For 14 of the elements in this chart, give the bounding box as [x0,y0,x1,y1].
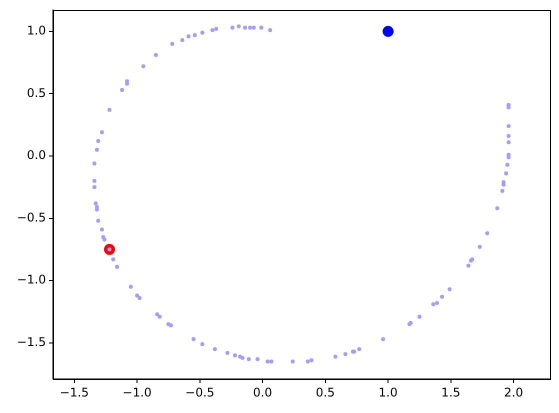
y-tick-label: −1.5 [16,334,46,349]
x-tick-label: 2.0 [504,385,524,400]
x-tick-label: 1.0 [378,385,398,400]
x-tick-label: 0.5 [316,385,335,400]
x-tick-label: −1.0 [122,385,152,400]
x-tick-label: −1.5 [60,385,89,400]
x-tick-label: 0.0 [253,385,272,400]
y-tick-label: 0.5 [26,86,46,100]
y-tick-label: −0.5 [16,210,46,224]
y-tick-label: −1.0 [16,272,46,287]
x-tick-label: −0.5 [185,385,214,400]
y-tick-label: 1.0 [26,24,46,38]
x-tick-label: 1.5 [441,385,460,400]
y-tick-label: 0.0 [26,148,46,162]
